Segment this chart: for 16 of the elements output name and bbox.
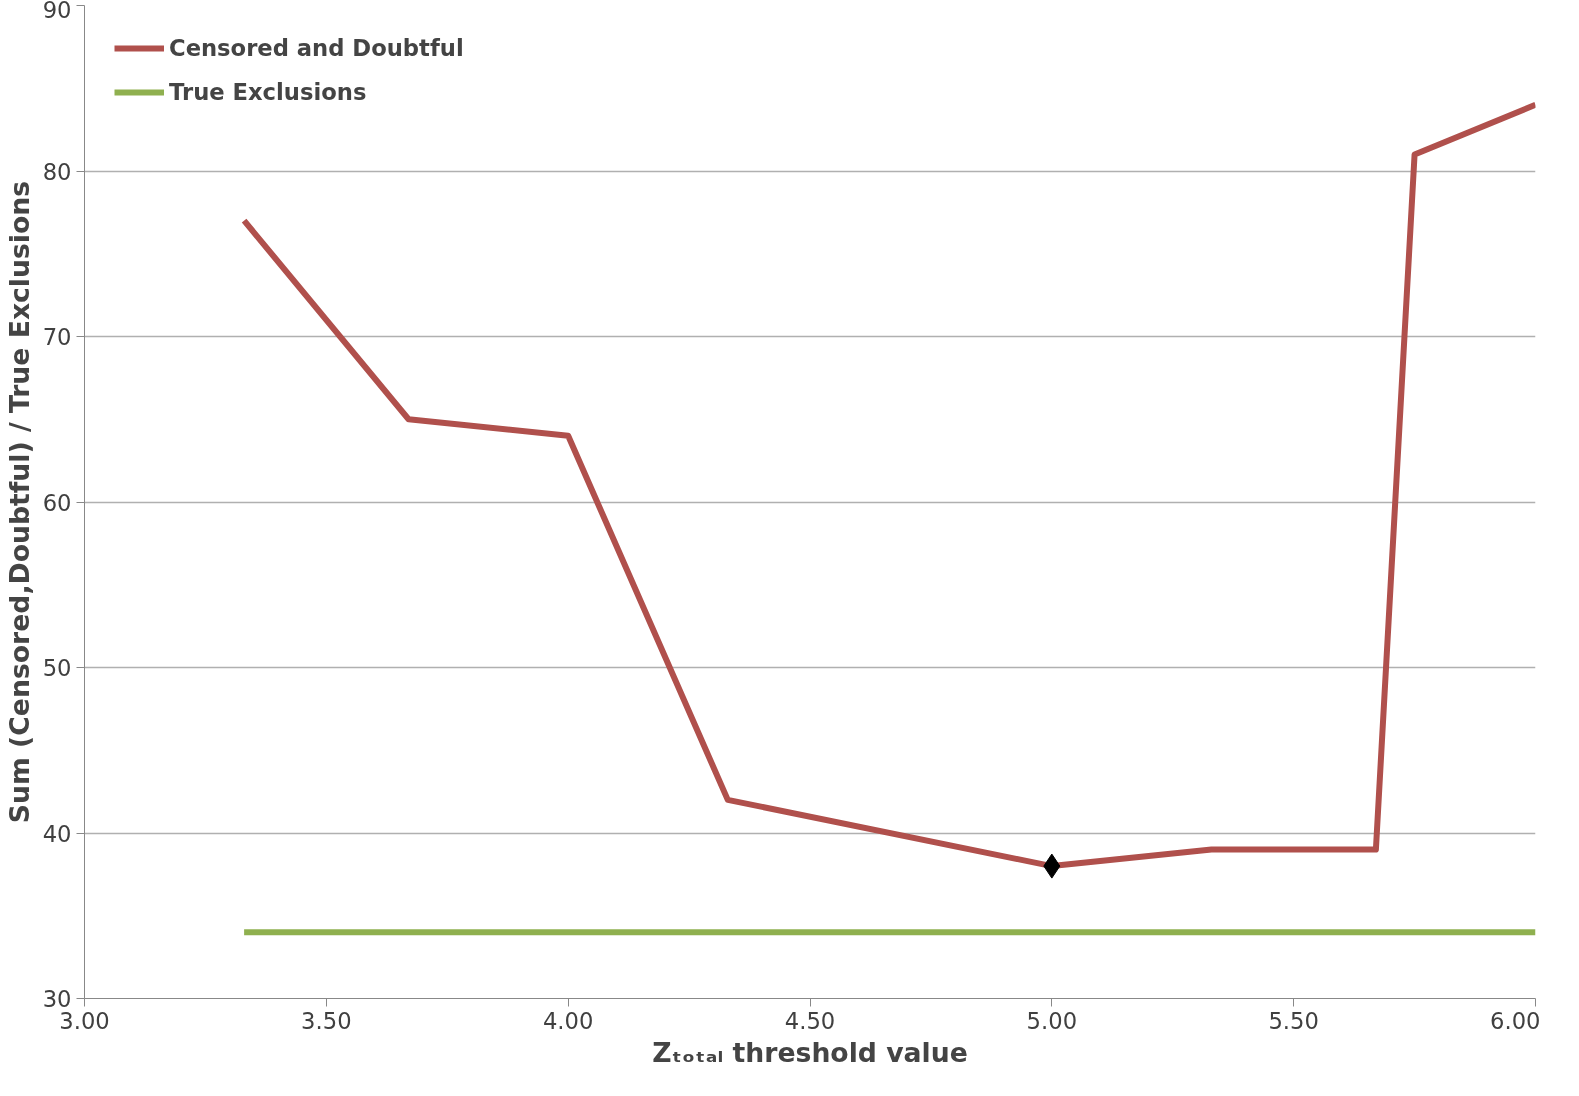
x-tick-label: 6.00 bbox=[1490, 1007, 1541, 1034]
legend-label: Censored and Doubtful bbox=[169, 35, 464, 61]
x-tick-label: 5.50 bbox=[1268, 1007, 1319, 1034]
y-tick-label: 40 bbox=[42, 820, 72, 847]
x-axis-title: Zₜₒₜₐₗ threshold value bbox=[652, 1036, 968, 1068]
x-tick-label: 4.50 bbox=[784, 1007, 836, 1034]
x-tick-label: 5.00 bbox=[1026, 1007, 1078, 1034]
y-axis-title: Sum (Censored,Doubtful) / True Exclusions bbox=[3, 180, 35, 824]
x-tick-label: 3.50 bbox=[301, 1007, 352, 1034]
x-tick-label: 4.00 bbox=[542, 1007, 594, 1034]
y-tick-label: 90 bbox=[42, 0, 72, 23]
legend-label: True Exclusions bbox=[169, 79, 367, 105]
y-tick-label: 50 bbox=[42, 655, 72, 681]
y-tick-label: 80 bbox=[42, 158, 72, 185]
y-tick-label: 70 bbox=[42, 324, 72, 350]
y-tick-label: 60 bbox=[42, 489, 72, 516]
